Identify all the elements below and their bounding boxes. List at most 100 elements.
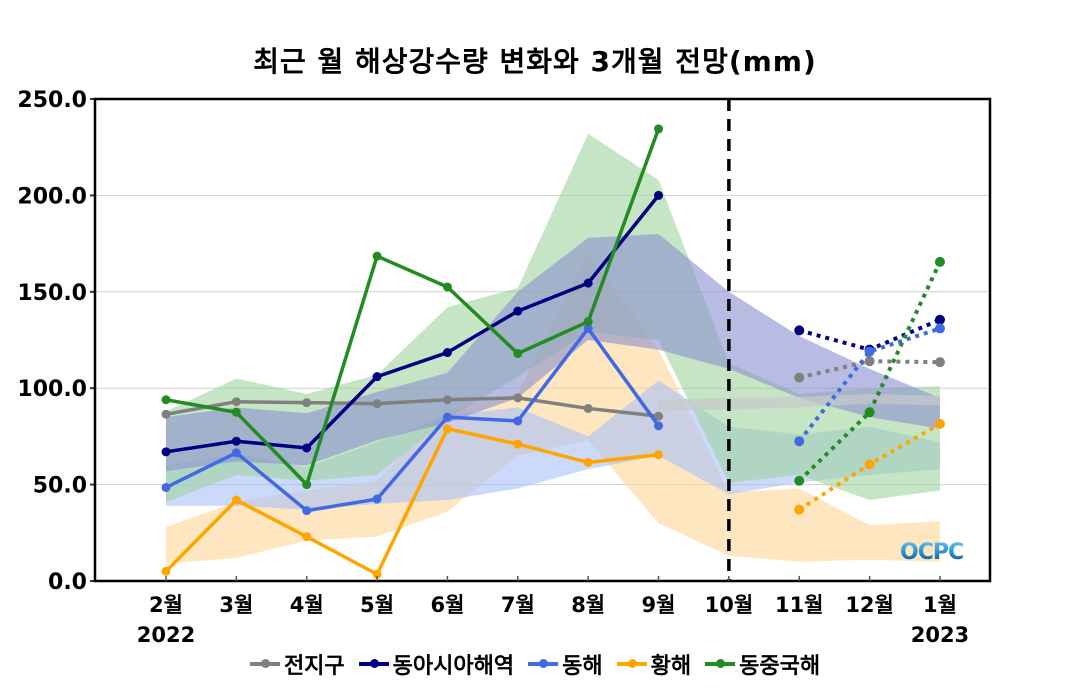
x-tick-label: 3월 [219, 593, 253, 617]
legend-dot-icon [369, 659, 379, 668]
data-point [161, 447, 171, 457]
legend-item[interactable]: 황해 [616, 648, 692, 680]
data-point [231, 407, 241, 417]
data-point [231, 448, 241, 458]
forecast-point [864, 459, 875, 470]
y-tick-label: 150.0 [17, 281, 87, 306]
data-point [161, 409, 171, 419]
data-point [161, 566, 171, 576]
series-lines [161, 124, 945, 579]
data-point [654, 450, 664, 460]
series-line-1 [165, 194, 660, 454]
data-point [372, 399, 382, 409]
legend-dot-icon [539, 659, 549, 668]
chart-title: 최근 월 해상강수량 변화와 3개월 전망(mm) [253, 45, 817, 78]
data-point [583, 278, 593, 288]
series-line-3 [164, 426, 659, 577]
data-point [583, 317, 593, 327]
data-point [654, 411, 664, 421]
series-line-0 [165, 396, 659, 418]
forecast-point [934, 256, 945, 267]
x-tick-label: 5월 [360, 593, 394, 617]
data-point [302, 532, 312, 542]
year-label-start: 2022 [137, 623, 195, 647]
legend-item[interactable]: 동해 [528, 648, 603, 680]
forecast-point [864, 346, 875, 357]
legend-line-marker-icon [705, 659, 736, 668]
axes [90, 97, 992, 583]
forecast-point [934, 357, 945, 368]
data-point [583, 403, 593, 413]
data-point [161, 395, 171, 405]
legend-line-marker-icon [616, 659, 647, 668]
data-point [583, 323, 593, 333]
x-tick-label: 1월 [923, 593, 957, 617]
data-point [654, 190, 664, 200]
data-point [513, 439, 523, 449]
plot-frame [93, 97, 992, 583]
y-tick-labels: 0.0 50.0 100.0 150.0 200.0 250.0 [17, 88, 87, 595]
forecast-point [794, 372, 805, 383]
data-point [654, 124, 664, 134]
legend-line-marker-icon [358, 659, 389, 668]
data-point [442, 412, 452, 422]
y-tick-label: 50.0 [33, 474, 87, 499]
data-point [372, 569, 382, 579]
y-tick-label: 200.0 [17, 184, 87, 209]
series-line-2 [165, 326, 660, 513]
x-tick-label: 2월 [149, 593, 183, 617]
data-point [231, 397, 241, 407]
legend-dot-icon [716, 659, 726, 668]
data-point [654, 421, 664, 431]
data-point [442, 424, 452, 434]
data-point [161, 482, 171, 492]
forecast-point [934, 314, 945, 325]
data-point [513, 393, 523, 403]
data-point [302, 398, 312, 408]
forecast-point [794, 475, 805, 486]
legend-item[interactable]: 동중국해 [705, 648, 820, 680]
data-point [302, 506, 312, 516]
legend-item[interactable]: 전지구 [249, 648, 345, 680]
legend-label: 동중국해 [739, 654, 821, 679]
x-tick-labels: 2월 3월 4월 5월 6월 7월 8월 9월 10월 11월 12월 1월 2022 2023 [137, 593, 969, 647]
x-tick-label: 7월 [501, 593, 535, 617]
data-point [302, 480, 312, 490]
y-tick-label: 250.0 [17, 88, 87, 113]
range-bands [166, 133, 940, 564]
legend-line-marker-icon [528, 659, 559, 668]
y-tick-label: 0.0 [48, 570, 87, 595]
legend-label: 동해 [562, 654, 603, 679]
forecast-point [794, 504, 805, 515]
band-1 [166, 233, 940, 472]
legend-dot-icon [627, 659, 637, 668]
data-point [372, 251, 382, 261]
forecast-point [864, 407, 875, 418]
legend: 전지구 동아시아해역 동해 황해 동중국해 [0, 648, 1070, 680]
year-label-end: 2023 [911, 623, 969, 647]
forecast-point [934, 418, 945, 429]
y-tick-label: 100.0 [17, 377, 87, 402]
data-point [302, 443, 312, 453]
forecast-point [934, 323, 945, 334]
data-point [442, 282, 452, 292]
data-point [372, 494, 382, 504]
x-tick-label: 6월 [430, 593, 464, 617]
forecast-line-2 [797, 326, 941, 443]
legend-item[interactable]: 동아시아해역 [358, 648, 514, 680]
data-point [442, 348, 452, 358]
legend-line-marker-icon [249, 659, 280, 668]
forecast-line-4 [797, 261, 942, 483]
data-point [231, 436, 241, 446]
data-point [583, 457, 593, 467]
legend-label: 황해 [650, 654, 692, 679]
x-tick-label: 4월 [290, 593, 324, 617]
x-tick-label: 10월 [705, 593, 754, 617]
x-tick-label: 9월 [642, 593, 676, 617]
data-point [442, 395, 452, 405]
data-point [231, 495, 241, 505]
legend-dot-icon [260, 659, 270, 668]
data-point [513, 306, 523, 316]
forecast-point [794, 325, 805, 336]
